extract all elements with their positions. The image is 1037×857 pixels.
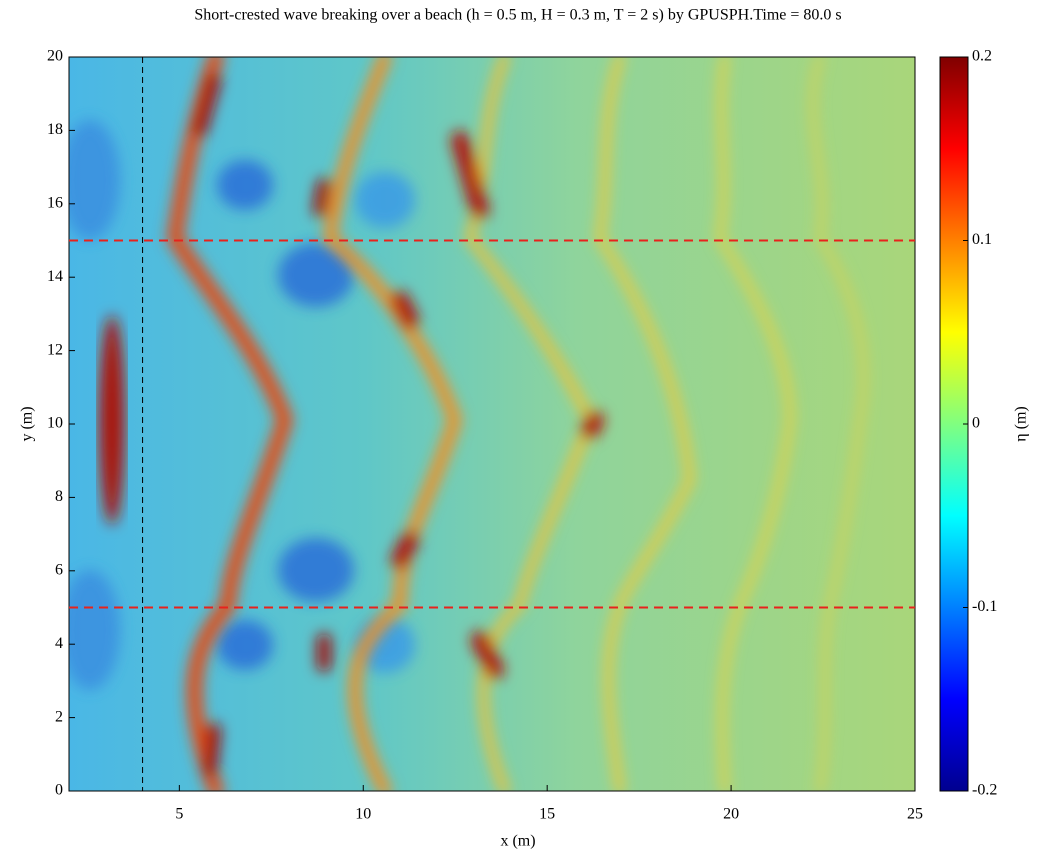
y-tick-label: 0 bbox=[55, 782, 63, 799]
y-tick-label: 12 bbox=[47, 341, 63, 358]
y-tick-label: 16 bbox=[47, 194, 63, 211]
colorbar-tick-label: -0.2 bbox=[972, 782, 997, 799]
x-tick-label: 15 bbox=[539, 806, 555, 823]
chart: Short-crested wave breaking over a beach… bbox=[0, 0, 1037, 852]
y-tick-label: 2 bbox=[55, 708, 63, 725]
chart-title: Short-crested wave breaking over a beach… bbox=[194, 7, 841, 24]
colorbar-tick-label: -0.1 bbox=[972, 598, 997, 615]
colorbar-tick-label: 0.2 bbox=[972, 48, 992, 65]
field bbox=[60, 57, 915, 791]
colorbar-label: η (m) bbox=[1013, 406, 1030, 441]
y-tick-label: 4 bbox=[55, 635, 63, 652]
y-tick-label: 8 bbox=[55, 488, 63, 505]
x-tick-label: 10 bbox=[355, 806, 371, 823]
y-tick-label: 14 bbox=[47, 268, 63, 285]
y-axis-label: y (m) bbox=[19, 406, 36, 441]
colorbar-tick-label: 0 bbox=[972, 415, 980, 432]
x-tick-label: 5 bbox=[175, 806, 183, 823]
y-tick-label: 20 bbox=[47, 48, 63, 65]
x-axis-label: x (m) bbox=[500, 833, 535, 850]
x-tick-label: 25 bbox=[907, 806, 923, 823]
x-tick-label: 20 bbox=[723, 806, 739, 823]
y-tick-label: 10 bbox=[47, 415, 63, 432]
y-tick-label: 6 bbox=[55, 561, 63, 578]
y-tick-label: 18 bbox=[47, 121, 63, 138]
colorbar-tick-label: 0.1 bbox=[972, 231, 992, 248]
